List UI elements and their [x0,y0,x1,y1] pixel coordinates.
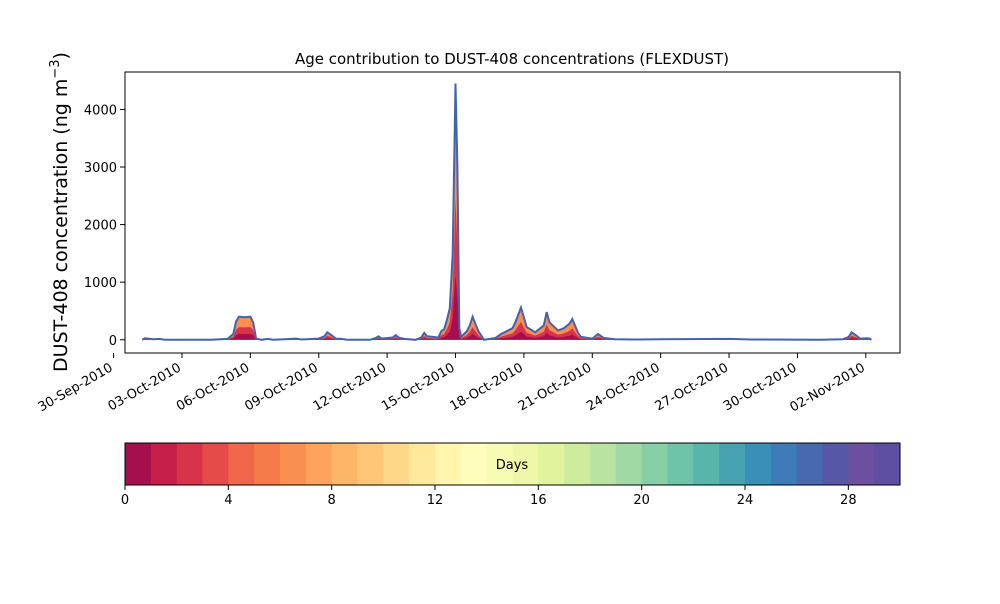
colorbar-swatch [305,443,333,485]
total-concentration-line [141,83,872,341]
colorbar-tick-label: 0 [121,493,129,508]
colorbar-swatch [719,443,746,485]
colorbar-tick-label: 16 [530,493,547,508]
x-tick-label: 18-Oct-2010 [448,360,526,414]
colorbar-swatch [641,443,668,485]
age-band-old [142,83,872,340]
colorbar-swatch [822,443,849,485]
x-tick-label: 21-Oct-2010 [516,360,594,414]
y-axis-label-close: ) [50,52,72,59]
x-tick-label: 12-Oct-2010 [311,360,389,414]
plot-frame [124,71,901,354]
colorbar-tick-label: 20 [633,493,650,508]
colorbar-swatch [331,443,358,485]
colorbar-label: Days [496,458,529,473]
colorbar-swatch [486,443,513,485]
colorbar-swatch [460,443,488,485]
colorbar-swatch [590,443,617,485]
colorbar-swatch [848,443,875,485]
x-tick-label: 03-Oct-2010 [106,360,184,414]
colorbar-swatch [538,443,565,485]
age-band-mid [142,91,872,340]
x-tick-label: 06-Oct-2010 [174,360,252,414]
colorbar-swatch [280,443,307,485]
y-axis-label-exponent: −3 [48,59,63,78]
x-tick-label: 30-Sep-2010 [36,360,116,415]
colorbar-tick-label: 4 [224,493,232,508]
colorbar-swatch [512,443,539,485]
colorbar-swatch [435,443,462,485]
colorbar-tick-label: 8 [328,493,336,508]
x-tick-label: 27-Oct-2010 [653,360,731,414]
colorbar-tick-label: 12 [427,493,444,508]
colorbar-tick-label: 24 [737,493,754,508]
colorbar-swatch [409,443,436,485]
plot-marks [141,83,872,341]
y-tick-label: 4000 [84,103,117,118]
colorbar-swatch [383,443,410,485]
x-tick-label: 30-Oct-2010 [721,360,799,414]
colorbar-swatch [667,443,694,485]
colorbar-swatch [254,443,281,485]
y-axis-label: DUST-408 concentration (ng m−3) [48,52,72,372]
y-tick-label: 0 [109,334,117,349]
colorbar-tick-label: 28 [840,493,857,508]
x-tick-label: 02-Nov-2010 [788,360,868,415]
y-tick-label: 1000 [84,276,117,291]
x-tick-label: 24-Oct-2010 [584,360,662,414]
colorbar-swatch [770,443,798,485]
y-axis-label-main: DUST-408 concentration (ng m [50,79,72,372]
chart-title: Age contribution to DUST-408 concentrati… [295,50,729,68]
colorbar-swatch [125,443,152,485]
colorbar-swatch [874,443,901,485]
colorbar-swatch [228,443,255,485]
colorbar-swatch [745,443,772,485]
x-axis-ticks: 30-Sep-201003-Oct-201006-Oct-201009-Oct-… [36,353,868,415]
x-tick-label: 09-Oct-2010 [242,360,320,414]
colorbar-swatch [564,443,591,485]
x-tick-label: 15-Oct-2010 [379,360,457,414]
colorbar-frame [124,442,901,486]
colorbar-swatch [615,443,643,485]
y-axis-ticks: 0 1000 2000 3000 4000 [84,103,125,349]
colorbar-swatch [176,443,203,485]
colorbar-swatch [357,443,384,485]
colorbar-swatch [693,443,720,485]
colorbar-ticks: 0 4 8 12 16 20 24 28 [121,485,857,508]
colorbar-swatch [202,443,229,485]
colorbar [125,443,901,485]
colorbar-swatch [796,443,823,485]
colorbar-swatch [150,443,178,485]
y-tick-label: 2000 [84,219,117,234]
y-tick-label: 3000 [84,161,117,176]
